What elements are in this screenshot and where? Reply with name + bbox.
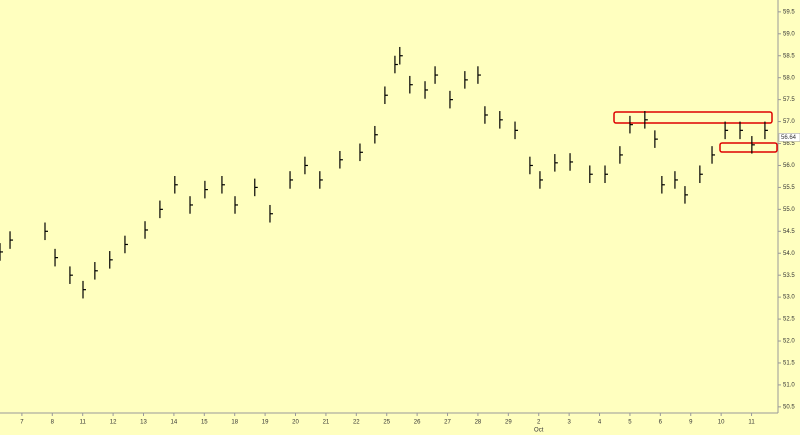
y-tick-label: 55.5 [783,185,795,191]
x-tick-label: 13 [140,420,147,426]
y-tick-label: 56.5 [783,141,795,147]
x-tick-label: 5 [628,420,632,426]
y-tick-label: 58.0 [783,75,795,81]
x-tick-label: 8 [51,420,55,426]
y-tick-label: 53.5 [783,273,795,279]
x-tick-label: 28 [475,420,482,426]
month-label: Oct [534,428,544,434]
x-tick-label: 22 [353,420,360,426]
x-tick-label: 12 [110,420,117,426]
x-tick-label: 15 [201,420,208,426]
annotation-box [719,142,778,153]
last-price-label: 56.64 [781,135,797,141]
x-tick-label: 14 [171,420,178,426]
y-tick-label: 55.0 [783,207,795,213]
last-price-box [778,133,800,142]
y-tick-label: 57.0 [783,119,795,125]
x-tick-label: 27 [444,420,451,426]
y-tick-label: 51.0 [783,382,795,388]
x-tick-label: 3 [567,420,571,426]
x-tick-label: 21 [323,420,330,426]
y-tick-label: 53.0 [783,295,795,301]
y-tick-label: 54.0 [783,251,795,257]
y-tick-label: 51.5 [783,361,795,367]
x-tick-label: 19 [262,420,269,426]
y-tick-label: 52.5 [783,317,795,323]
y-tick-label: 52.0 [783,339,795,345]
y-tick-label: 54.5 [783,229,795,235]
x-tick-label: 4 [598,420,602,426]
y-tick-label: 56.0 [783,163,795,169]
x-tick-label: 11 [748,420,755,426]
x-tick-label: 6 [659,420,663,426]
x-tick-label: 9 [689,420,693,426]
x-tick-label: 18 [231,420,238,426]
x-tick-label: 29 [505,420,512,426]
y-tick-label: 59.5 [783,9,795,15]
annotation-box [613,111,773,124]
x-tick-label: 10 [718,420,725,426]
y-tick-label: 50.5 [783,404,795,410]
x-tick-label: 26 [414,420,421,426]
x-tick-label: 11 [80,420,87,426]
y-tick-label: 59.0 [783,31,795,37]
x-tick-label: 7 [20,420,24,426]
y-tick-label: 58.5 [783,53,795,59]
x-tick-label: 20 [292,420,299,426]
x-tick-label: 2 [537,420,541,426]
x-tick-label: 25 [383,420,390,426]
y-tick-label: 57.5 [783,97,795,103]
